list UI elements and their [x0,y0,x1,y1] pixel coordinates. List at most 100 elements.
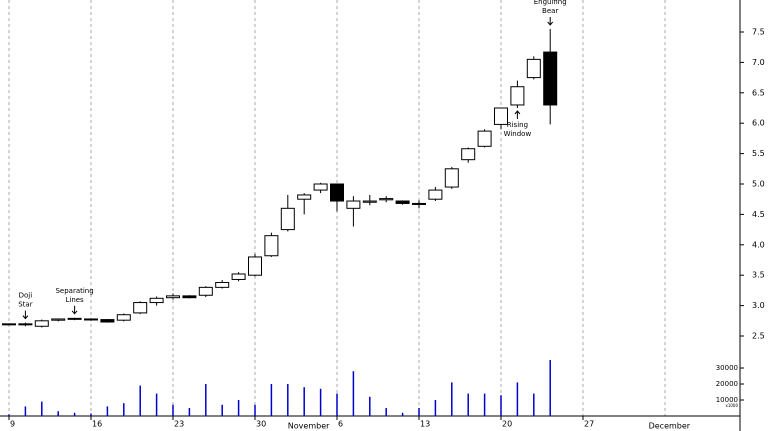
annotation-arrow [547,16,554,26]
candle [526,56,541,80]
annotation: Window [504,130,532,138]
candle-body [149,297,164,304]
candle [231,272,246,282]
annotation-arrow [22,310,29,320]
x-tick-label: 9 [10,420,15,429]
volume-tick-label: 10000 [716,396,738,404]
candle-body [412,202,426,205]
candle-body [67,317,82,320]
candle-body [510,86,525,106]
candle [67,317,82,321]
candle [395,200,410,205]
candle [510,80,525,108]
annotation: Lines [65,296,84,304]
y-tick-label: 5.0 [752,180,765,189]
month-label: December [649,422,691,431]
candle [166,293,180,300]
candle [461,147,476,163]
candle [280,194,295,232]
candle-body [215,281,230,288]
candle [362,194,377,206]
month-label: November [288,422,330,431]
candle-body [231,273,246,280]
y-tick-label: 4.5 [752,210,765,219]
annotation-arrow [71,305,78,315]
candle-body [330,183,344,202]
y-tick-label: 5.5 [752,149,765,158]
y-tick-label: 4.0 [752,240,765,249]
candle-body [444,168,459,188]
candle-body [34,320,49,327]
candle [149,296,164,306]
y-tick-label: 7.5 [752,28,765,37]
y-tick-label: 3.5 [752,271,765,280]
x-tick-label: 23 [174,420,184,429]
candle [346,196,361,227]
candle-body [166,295,180,299]
candle [133,301,148,315]
candle [198,286,213,298]
candle [215,280,230,289]
candle-body [477,130,492,147]
y-tick-label: 6.5 [752,88,765,97]
candle-body [51,318,66,321]
candle-body [526,58,541,79]
y-tick-label: 6.0 [752,119,765,128]
candle [543,28,558,125]
annotation: Bear [542,7,558,15]
candle-body [248,256,262,276]
candle-body [297,194,312,200]
y-tick-label: 7.0 [752,58,765,67]
candle-body [379,198,394,201]
candle [248,253,262,277]
candle-body [494,107,508,125]
candle [34,319,49,328]
volume-tick-label: 30000 [716,364,738,372]
x-tick-label: 6 [338,420,343,429]
candle-body [198,286,213,296]
candle [2,323,16,326]
candle-body [133,302,148,314]
candle [494,107,508,130]
candle-body [116,314,131,321]
annotation: Rising [507,121,528,129]
candle [412,200,426,209]
candle [477,129,492,148]
annotation-arrow [514,110,521,119]
y-tick-label: 2.5 [752,332,765,341]
volume-tick-label: 20000 [716,380,738,388]
candle [264,232,279,257]
candle-body [313,183,328,191]
candle-body [100,319,115,323]
candle [330,183,344,212]
candle [100,318,115,323]
candle-body [182,295,197,299]
x-tick-label: 16 [92,420,102,429]
candle-body [18,323,33,326]
x-tick-label: 13 [420,420,430,429]
candle-body [362,200,377,203]
candle-body [84,318,98,321]
candle [182,295,197,299]
annotation: Star [18,301,32,309]
candle-body [428,189,443,200]
candle-body [395,200,410,204]
candle [379,196,394,203]
x-tick-label: 20 [502,420,512,429]
y-tick-label: 3.0 [752,301,765,310]
candle-body [543,51,558,106]
candle-body [280,207,295,231]
candle [297,193,312,215]
candle [84,318,98,321]
candle-body [2,323,16,326]
candle [51,318,66,322]
annotation: Doji [19,292,33,300]
candle-body [264,235,279,257]
candle [313,182,328,194]
annotation: Engulfing [534,0,567,6]
candle [444,166,459,189]
x-tick-label: 30 [256,420,266,429]
candle-body [461,148,476,161]
volume-unit: x1000 [725,403,738,408]
